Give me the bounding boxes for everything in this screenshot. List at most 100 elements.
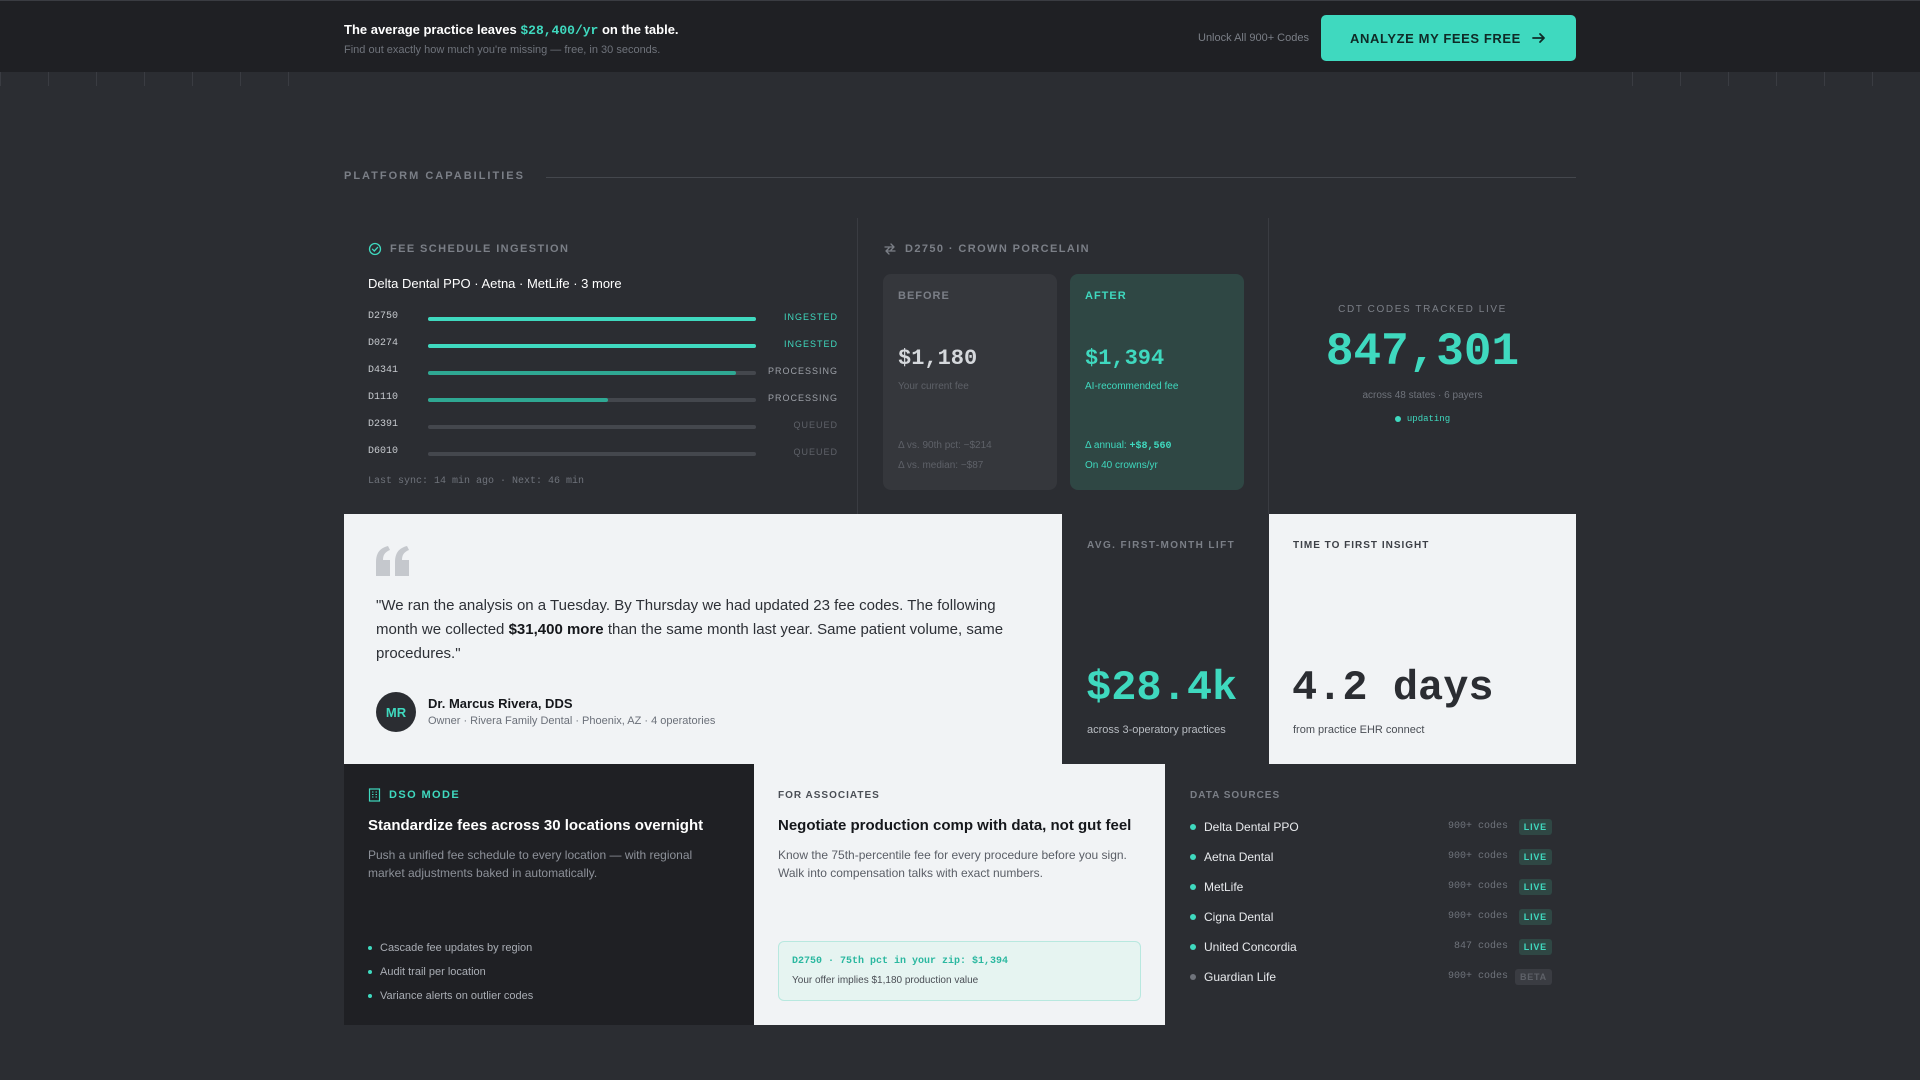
ingestion-status: QUEUED [793, 447, 838, 457]
ingestion-progress-fill [428, 371, 737, 375]
source-name: MetLife [1204, 880, 1244, 894]
status-dot-icon [1190, 884, 1196, 890]
cdt-count: 847,301 [1325, 326, 1520, 378]
bullet-dot-icon [368, 946, 372, 950]
ruler-tick [1824, 72, 1825, 86]
swap-arrows-icon [884, 243, 896, 255]
section-label: PLATFORM CAPABILITIES [344, 170, 525, 182]
sync-status: Last sync: 14 min ago · Next: 46 min [368, 476, 585, 487]
ingestion-row: D4341 PROCESSING [368, 365, 838, 379]
data-source-row: Cigna Dental 900+ codes LIVE [1190, 907, 1552, 927]
source-count: 900+ codes [1447, 881, 1508, 892]
author-name: Dr. Marcus Rivera, DDS [428, 696, 573, 711]
ingestion-progress-bar [428, 371, 756, 375]
dso-header: DSO MODE [368, 788, 460, 802]
ruler-tick [192, 72, 193, 86]
bullet-text: Variance alerts on outlier codes [380, 990, 534, 1002]
data-source-row: Guardian Life 900+ codes BETA [1190, 967, 1552, 987]
percentile-line: D2750 · 75th pct in your zip: $1,394 [792, 956, 1009, 967]
source-name: Cigna Dental [1204, 910, 1274, 924]
cdt-sub: across 48 states · 6 payers [1362, 390, 1483, 401]
building-icon [368, 788, 381, 802]
live-dot-icon [1394, 416, 1401, 422]
bullet-text: Cascade fee updates by region [380, 942, 533, 954]
after-label: AFTER [1085, 290, 1127, 302]
source-name: Delta Dental PPO [1204, 820, 1299, 834]
ingestion-status: INGESTED [783, 339, 838, 349]
after-panel: AFTER $1,394 AI-recommended fee Δ annual… [1070, 274, 1244, 490]
ruler-tick [240, 72, 241, 86]
status-badge: LIVE [1518, 939, 1552, 955]
ruler-tick [1872, 72, 1873, 86]
fee-ingestion-card: FEE SCHEDULE INGESTION Delta Dental PPO … [344, 218, 858, 514]
before-panel: BEFORE $1,180 Your current fee Δ vs. 90t… [883, 274, 1057, 490]
ruler-tick [96, 72, 97, 86]
source-count: 900+ codes [1447, 971, 1508, 982]
source-name: Aetna Dental [1204, 850, 1274, 864]
ruler-tick [1728, 72, 1729, 86]
ingestion-header: FEE SCHEDULE INGESTION [368, 242, 569, 256]
status-badge: LIVE [1518, 879, 1552, 895]
section-divider [546, 177, 1576, 178]
ingestion-row: D1110 PROCESSING [368, 392, 838, 406]
after-delta-value: +$8,560 [1129, 441, 1172, 452]
ingestion-code: D1110 [368, 392, 399, 403]
ingestion-row: D6010 QUEUED [368, 446, 838, 460]
quote-text-before: "We ran the analysis on a Tuesday. By Th… [376, 597, 996, 638]
ingestion-status: QUEUED [793, 420, 838, 430]
ruler-tick [1632, 72, 1633, 86]
sources-label: DATA SOURCES [1190, 790, 1281, 801]
ingestion-progress-bar [428, 452, 756, 456]
dso-description: Push a unified fee schedule to every loc… [368, 848, 693, 880]
analyze-fees-button[interactable]: ANALYZE MY FEES FREE [1321, 15, 1576, 61]
dso-bullets: Cascade fee updates by region Audit trai… [368, 936, 533, 1008]
crown-comparison-card: D2750 · CROWN PORCELAIN BEFORE $1,180 Yo… [858, 218, 1269, 514]
lift-value: $28.4k [1086, 664, 1238, 712]
source-count: 900+ codes [1447, 911, 1508, 922]
ingestion-progress-bar [428, 344, 756, 348]
crown-title: D2750 · CROWN PORCELAIN [905, 243, 1090, 255]
testimonial-text: "We ran the analysis on a Tuesday. By Th… [376, 594, 1026, 666]
ingestion-title: FEE SCHEDULE INGESTION [390, 243, 570, 255]
banner-title-prefix: The average practice leaves [344, 22, 521, 37]
ingestion-row: D2391 QUEUED [368, 419, 838, 433]
after-crowns-per-year: On 40 crowns/yr [1085, 460, 1158, 471]
quote-text-bold: $31,400 more [508, 621, 604, 638]
insight-value: 4.2 days [1292, 664, 1494, 712]
ruler-tick [144, 72, 145, 86]
bullet-dot-icon [368, 994, 372, 998]
ingestion-row: D2750 INGESTED [368, 311, 838, 325]
ingestion-code: D6010 [368, 446, 399, 457]
author-role: Owner · Rivera Family Dental · Phoenix, … [428, 715, 716, 727]
ingestion-row: D0274 INGESTED [368, 338, 838, 352]
status-dot-icon [1190, 854, 1196, 860]
percentile-callout: D2750 · 75th pct in your zip: $1,394 You… [778, 941, 1141, 1001]
source-count: 900+ codes [1447, 821, 1508, 832]
status-dot-icon [1190, 974, 1196, 980]
before-price: $1,180 [898, 346, 978, 371]
bullet-dot-icon [368, 970, 372, 974]
insight-label: TIME TO FIRST INSIGHT [1293, 540, 1430, 551]
ruler-ticks [0, 72, 1920, 88]
status-badge: LIVE [1518, 819, 1552, 835]
ruler-tick [1680, 72, 1681, 86]
ingestion-payers: Delta Dental PPO · Aetna · MetLife · 3 m… [368, 276, 622, 291]
unlock-codes-link[interactable]: Unlock All 900+ Codes [1198, 32, 1309, 44]
before-delta-90th: Δ vs. 90th pct: −$214 [898, 440, 992, 451]
ingestion-code: D0274 [368, 338, 399, 349]
ingestion-progress-fill [428, 398, 609, 402]
before-label: BEFORE [898, 290, 950, 302]
cdt-codes-card: CDT CODES TRACKED LIVE 847,301 across 48… [1269, 218, 1576, 514]
ingestion-status: INGESTED [783, 312, 838, 322]
source-count: 847 codes [1453, 941, 1508, 952]
dso-label: DSO MODE [389, 789, 461, 801]
source-name: United Concordia [1204, 940, 1297, 954]
ingestion-status: PROCESSING [767, 366, 838, 376]
status-dot-icon [1190, 914, 1196, 920]
arrow-right-icon [1532, 33, 1545, 43]
ingestion-code: D4341 [368, 365, 399, 376]
ruler-tick [48, 72, 49, 86]
lift-label: AVG. FIRST-MONTH LIFT [1087, 540, 1236, 551]
status-dot-icon [1190, 824, 1196, 830]
ingestion-progress-fill [428, 344, 756, 348]
